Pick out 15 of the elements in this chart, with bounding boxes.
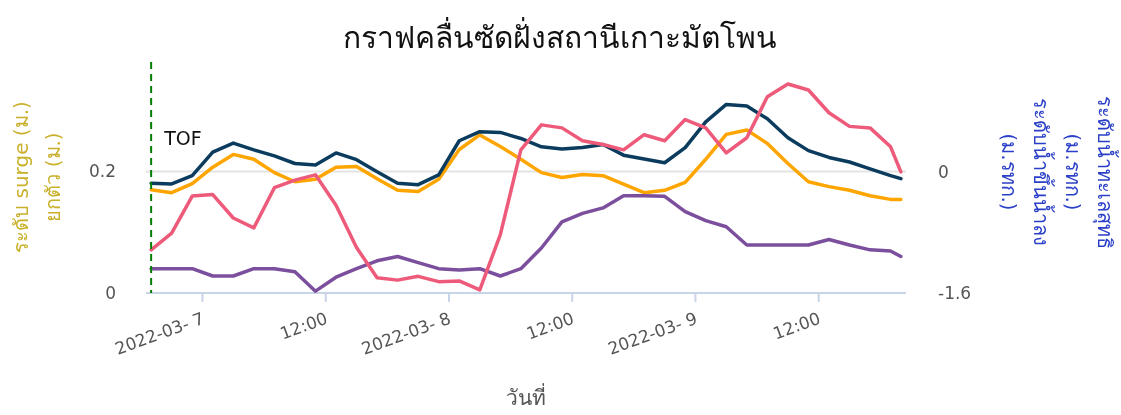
x-tick-label: 12:00 xyxy=(770,307,824,344)
x-tick-label: 12:00 xyxy=(523,307,577,344)
chart-title: กราฟคลื่นซัดฝั่งสถานีเกาะมัตโพน xyxy=(343,17,777,55)
x-tick-label: 12:00 xyxy=(277,307,331,344)
line-series xyxy=(149,193,903,293)
line-series xyxy=(149,128,903,202)
y-tick-label: 0.2 xyxy=(88,161,116,182)
ref-line-label: TOF xyxy=(163,127,202,149)
y2-axis-title: ระดับน้ำทะเลสุทธิ (ม.รทก.) ระดับน้ำขึ้นน้ำลง (ม.รทก.) xyxy=(997,95,1119,249)
y-axis-title: ระดับ surge (ม.) ยกตัว (ม.) xyxy=(9,101,65,253)
line-series xyxy=(149,102,903,187)
y2-tick-label: -1.6 xyxy=(938,283,972,303)
x-axis-title: วันที่ xyxy=(506,383,546,410)
y2-tick-label: 0 xyxy=(938,161,949,182)
line-series xyxy=(149,82,903,292)
